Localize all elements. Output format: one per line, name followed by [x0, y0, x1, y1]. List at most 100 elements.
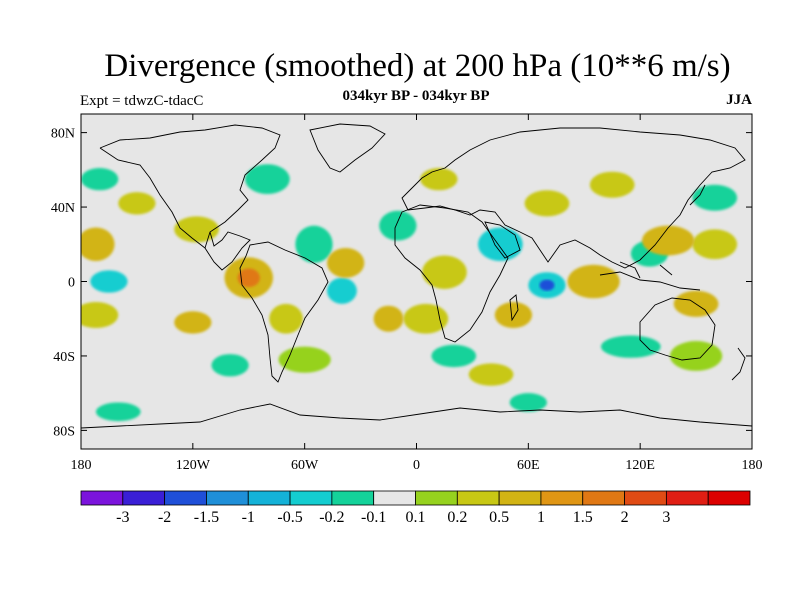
colorbar-swatch — [122, 490, 166, 506]
divergence-field — [81, 164, 738, 422]
colorbar-swatch — [164, 490, 207, 506]
colorbar-swatch — [456, 490, 500, 506]
coast-africa — [394, 204, 509, 343]
colorbar-label: -1 — [242, 509, 255, 526]
lat-tick-label: 40S — [53, 350, 75, 365]
field-contour — [245, 164, 290, 195]
field-contour — [692, 184, 738, 211]
field-contour — [81, 227, 115, 262]
period-label: 034kyr BP - 034kyr BP — [342, 88, 490, 104]
field-contour — [373, 305, 404, 332]
coast-madagascar — [509, 294, 519, 322]
colorbar-swatch — [331, 490, 375, 506]
map-title: Divergence (smoothed) at 200 hPa (10**6 … — [104, 48, 731, 84]
lat-tick-label: 80N — [51, 127, 75, 142]
field-contour — [327, 277, 357, 304]
field-contour — [269, 303, 303, 334]
coast-greenland — [309, 123, 386, 173]
colorbar-swatch — [373, 490, 416, 506]
field-contour — [539, 279, 555, 291]
coast-indonesia — [599, 261, 701, 291]
colorbar-swatch — [624, 490, 667, 506]
colorbar-swatch — [498, 490, 542, 506]
field-contour — [174, 216, 219, 243]
coast-antarctica — [81, 403, 752, 429]
field-contour — [468, 363, 514, 386]
field-contour — [601, 335, 661, 358]
coastlines — [81, 123, 752, 429]
field-contour — [524, 190, 570, 217]
field-contour — [237, 268, 260, 288]
colorbar-swatch — [415, 490, 458, 506]
coast-north-america-west — [99, 147, 206, 249]
coast-eurasia — [401, 127, 746, 269]
lon-tick-label: 60W — [291, 458, 319, 473]
field-contour — [211, 354, 249, 377]
lon-tick-label: 120W — [176, 458, 211, 473]
field-contour — [90, 270, 128, 293]
colorbar-label: -3 — [116, 509, 129, 526]
field-contour — [692, 229, 738, 260]
field-contour — [642, 225, 695, 256]
colorbar-label: -0.1 — [361, 509, 386, 526]
field-contour — [567, 264, 620, 299]
field-contour — [422, 255, 467, 289]
lon-tick-label: 180 — [71, 458, 92, 473]
field-contour — [295, 225, 333, 263]
lon-tick-label: 120E — [625, 458, 655, 473]
field-contour — [81, 167, 119, 191]
colorbar-swatch — [665, 490, 709, 506]
colorbar-label: -0.5 — [277, 509, 302, 526]
colorbar-label: 1.5 — [573, 509, 593, 526]
lat-tick-label: 80S — [53, 424, 75, 439]
field-contour — [379, 210, 417, 241]
coast-japan — [689, 184, 706, 206]
colorbar-label: 0.5 — [489, 509, 509, 526]
coast-arabia — [484, 221, 521, 259]
field-contour — [278, 346, 331, 373]
field-contour — [81, 301, 119, 329]
field-contour — [118, 192, 156, 215]
lon-tick-label: 60E — [517, 458, 540, 473]
colorbar-swatch — [289, 490, 333, 506]
field-contour — [403, 303, 449, 334]
field-contour — [509, 393, 547, 412]
field-contour — [669, 341, 723, 371]
colorbar-swatch — [247, 490, 291, 506]
lat-tick-label: 0 — [68, 276, 75, 291]
colorbar-label: 3 — [662, 509, 670, 526]
lat-tick-label: 40N — [51, 201, 75, 216]
colorbar-label: 2 — [621, 509, 629, 526]
coast-south-america — [239, 241, 329, 383]
lon-tick-label: 180 — [742, 458, 763, 473]
colorbar-label: 0.1 — [406, 509, 426, 526]
field-contour — [431, 344, 477, 368]
coast-australia — [639, 297, 716, 361]
colorbar-label: -0.2 — [319, 509, 344, 526]
field-contour — [478, 227, 523, 262]
colorbar: -3 -2 -1.5 -1 -0.5 -0.2 -0.1 0.1 0.2 0.5 1 1.5 2 3 — [80, 490, 751, 526]
field-contour — [174, 311, 212, 334]
colorbar-swatch — [206, 490, 249, 506]
coast-north-america — [99, 124, 281, 271]
field-contour — [420, 167, 458, 191]
map-axes: 80N 40N 0 40S 80S 180 120W 60W 0 60E 120E 180 — [51, 114, 763, 473]
colorbar-swatch — [582, 490, 625, 506]
lon-tick-label: 0 — [413, 458, 420, 473]
colorbar-swatch — [707, 490, 751, 506]
field-contour — [589, 171, 635, 198]
season-label: JJA — [726, 92, 752, 108]
map-background — [81, 114, 752, 449]
colorbar-label: 1 — [537, 509, 545, 526]
colorbar-swatch — [540, 490, 584, 506]
colorbar-swatch — [80, 490, 124, 506]
colorbar-label: -2 — [158, 509, 171, 526]
colorbar-label: -1.5 — [194, 509, 219, 526]
experiment-label: Expt = tdwzC-tdacC — [80, 93, 204, 109]
colorbar-label: 0.2 — [447, 509, 467, 526]
field-contour — [494, 301, 533, 329]
field-contour — [327, 248, 365, 278]
coast-new-zealand — [731, 347, 746, 381]
field-contour — [95, 402, 141, 422]
